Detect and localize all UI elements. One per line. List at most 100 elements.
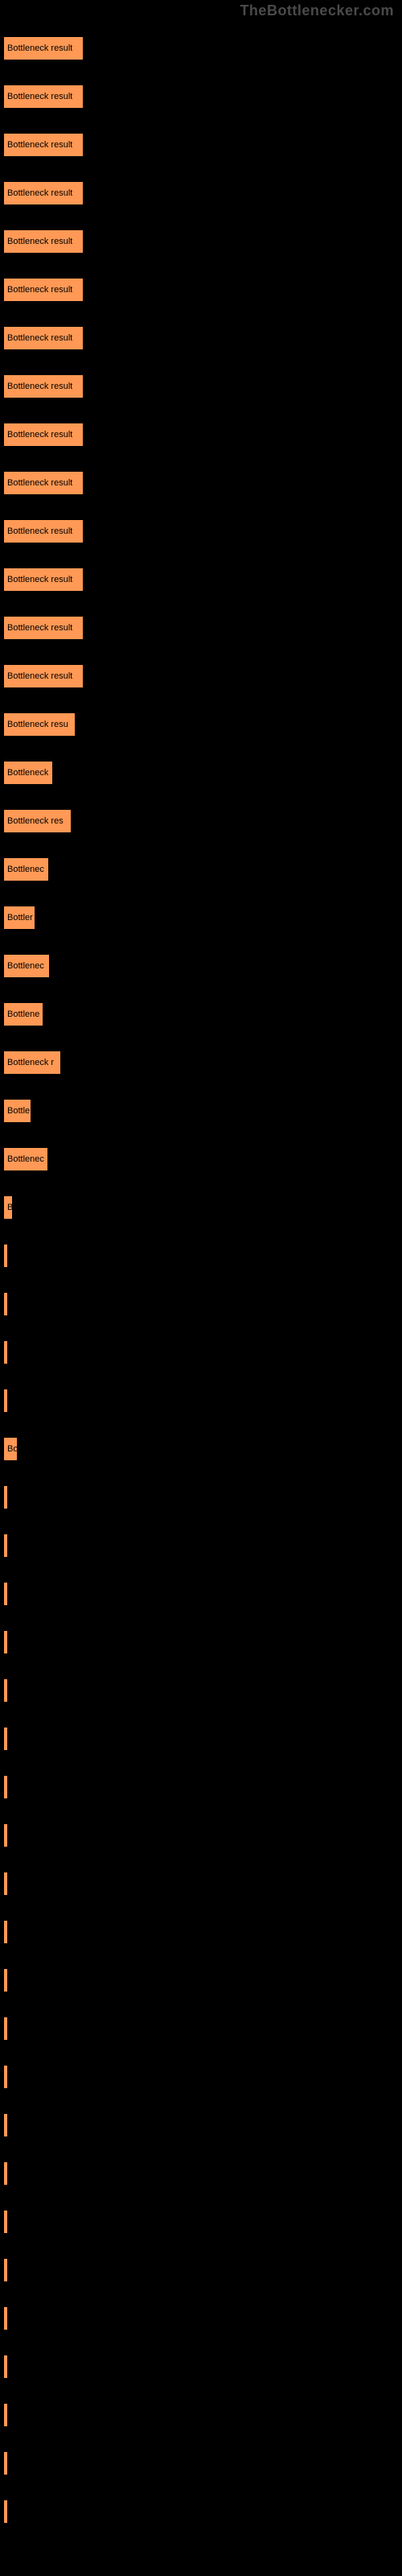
bar-row	[3, 1715, 402, 1763]
bar-row	[3, 1618, 402, 1666]
bar-row	[3, 1956, 402, 2004]
bar: Bottleneck result	[3, 181, 84, 205]
bar: Bottleneck result	[3, 616, 84, 640]
bar-label: Bottlenec	[7, 865, 44, 874]
bar: Bottle	[3, 1099, 31, 1123]
bar-row: Bottlenec	[3, 1135, 402, 1183]
bar-row	[3, 1763, 402, 1811]
bar-row	[3, 2149, 402, 2198]
bar: Bottleneck res	[3, 809, 72, 833]
bar-label: Bottleneck	[7, 768, 48, 778]
bar-row: Bottleneck result	[3, 411, 402, 459]
bar-row	[3, 2343, 402, 2391]
bar-row	[3, 2294, 402, 2343]
bar-label: Bottleneck result	[7, 188, 72, 198]
bar	[3, 1872, 8, 1896]
bar-row	[3, 1280, 402, 1328]
bar	[3, 1389, 8, 1413]
bar	[3, 1727, 8, 1751]
bar: Bottleneck result	[3, 326, 84, 350]
bar: Bottleneck result	[3, 519, 84, 543]
bar	[3, 1630, 8, 1654]
bar: Bottleneck result	[3, 85, 84, 109]
bar	[3, 2306, 8, 2330]
bar-label: Bottleneck result	[7, 478, 72, 488]
bar-label: Bottleneck result	[7, 237, 72, 246]
watermark-text: TheBottlenecker.com	[240, 2, 394, 19]
bar-row	[3, 1521, 402, 1570]
bar-row	[3, 2198, 402, 2246]
bar-label: Bottlenec	[7, 961, 44, 971]
chart-container: Bottleneck result Bottleneck result Bottle…	[0, 0, 402, 2536]
bar	[3, 2258, 8, 2282]
bar-label: Bottleneck r	[7, 1058, 54, 1067]
bar: Bottleneck result	[3, 664, 84, 688]
bar-row	[3, 1860, 402, 1908]
bar-row	[3, 2101, 402, 2149]
bar: Bottlenec	[3, 1147, 48, 1171]
bar: Bottleneck result	[3, 374, 84, 398]
bar: Bottleneck resu	[3, 712, 76, 737]
bar-row	[3, 1666, 402, 1715]
bar-row: Bottleneck result	[3, 507, 402, 555]
bar-row	[3, 1473, 402, 1521]
bar	[3, 2210, 8, 2234]
bar-row: Bottleneck result	[3, 652, 402, 700]
bar	[3, 2355, 8, 2379]
bar-row	[3, 2246, 402, 2294]
bar-label: Bottleneck res	[7, 816, 64, 826]
bar-row: Bottlenec	[3, 845, 402, 894]
bar: Bottlenec	[3, 857, 49, 881]
bar-row: Bottleneck r	[3, 1038, 402, 1087]
bar-label: Bottleneck result	[7, 430, 72, 440]
bar	[3, 2017, 8, 2041]
bar	[3, 1968, 8, 1992]
bar: Bottleneck result	[3, 278, 84, 302]
bar-row	[3, 2487, 402, 2536]
bar	[3, 1582, 8, 1606]
bar-row	[3, 1570, 402, 1618]
bar	[3, 1920, 8, 1944]
bar-row: Bo	[3, 1425, 402, 1473]
bar-row	[3, 1232, 402, 1280]
bar-row	[3, 2439, 402, 2487]
bar-row: Bottlenec	[3, 942, 402, 990]
bar	[3, 2403, 8, 2427]
bar: Bottleneck result	[3, 36, 84, 60]
bar-label: Bottleneck result	[7, 333, 72, 343]
bar-row: Bottleneck result	[3, 72, 402, 121]
bar-row: Bottleneck result	[3, 314, 402, 362]
bar: Bo	[3, 1437, 18, 1461]
bar-label: Bottleneck result	[7, 140, 72, 150]
bar: Bottleneck result	[3, 423, 84, 447]
bar-row: B	[3, 1183, 402, 1232]
bar: Bottleneck r	[3, 1051, 61, 1075]
bar-row: Bottleneck result	[3, 266, 402, 314]
bar-row: Bottleneck result	[3, 217, 402, 266]
bar-row	[3, 2053, 402, 2101]
bar-row: Bottleneck resu	[3, 700, 402, 749]
bar	[3, 2500, 8, 2524]
bar	[3, 1340, 8, 1364]
bar-label: Bo	[7, 1444, 17, 1454]
bar-row	[3, 1811, 402, 1860]
bar	[3, 1823, 8, 1847]
bar-row: Bottleneck result	[3, 362, 402, 411]
bar: Bottlene	[3, 1002, 43, 1026]
bar-label: Bottleneck resu	[7, 720, 68, 729]
bar-row: Bottleneck result	[3, 121, 402, 169]
bar-label: Bottleneck result	[7, 92, 72, 101]
bar-label: Bottleneck result	[7, 623, 72, 633]
bar-row: Bottleneck res	[3, 797, 402, 845]
bar-row: Bottleneck	[3, 749, 402, 797]
bar-label: Bottler	[7, 913, 33, 923]
bar: Bottleneck result	[3, 229, 84, 254]
bar: Bottleneck	[3, 761, 53, 785]
bar	[3, 1775, 8, 1799]
bar-label: Bottlene	[7, 1009, 39, 1019]
bar: Bottleneck result	[3, 133, 84, 157]
bar-label: Bottlenec	[7, 1154, 44, 1164]
bar	[3, 1292, 8, 1316]
bar-row: Bottlene	[3, 990, 402, 1038]
bar-row: Bottle	[3, 1087, 402, 1135]
